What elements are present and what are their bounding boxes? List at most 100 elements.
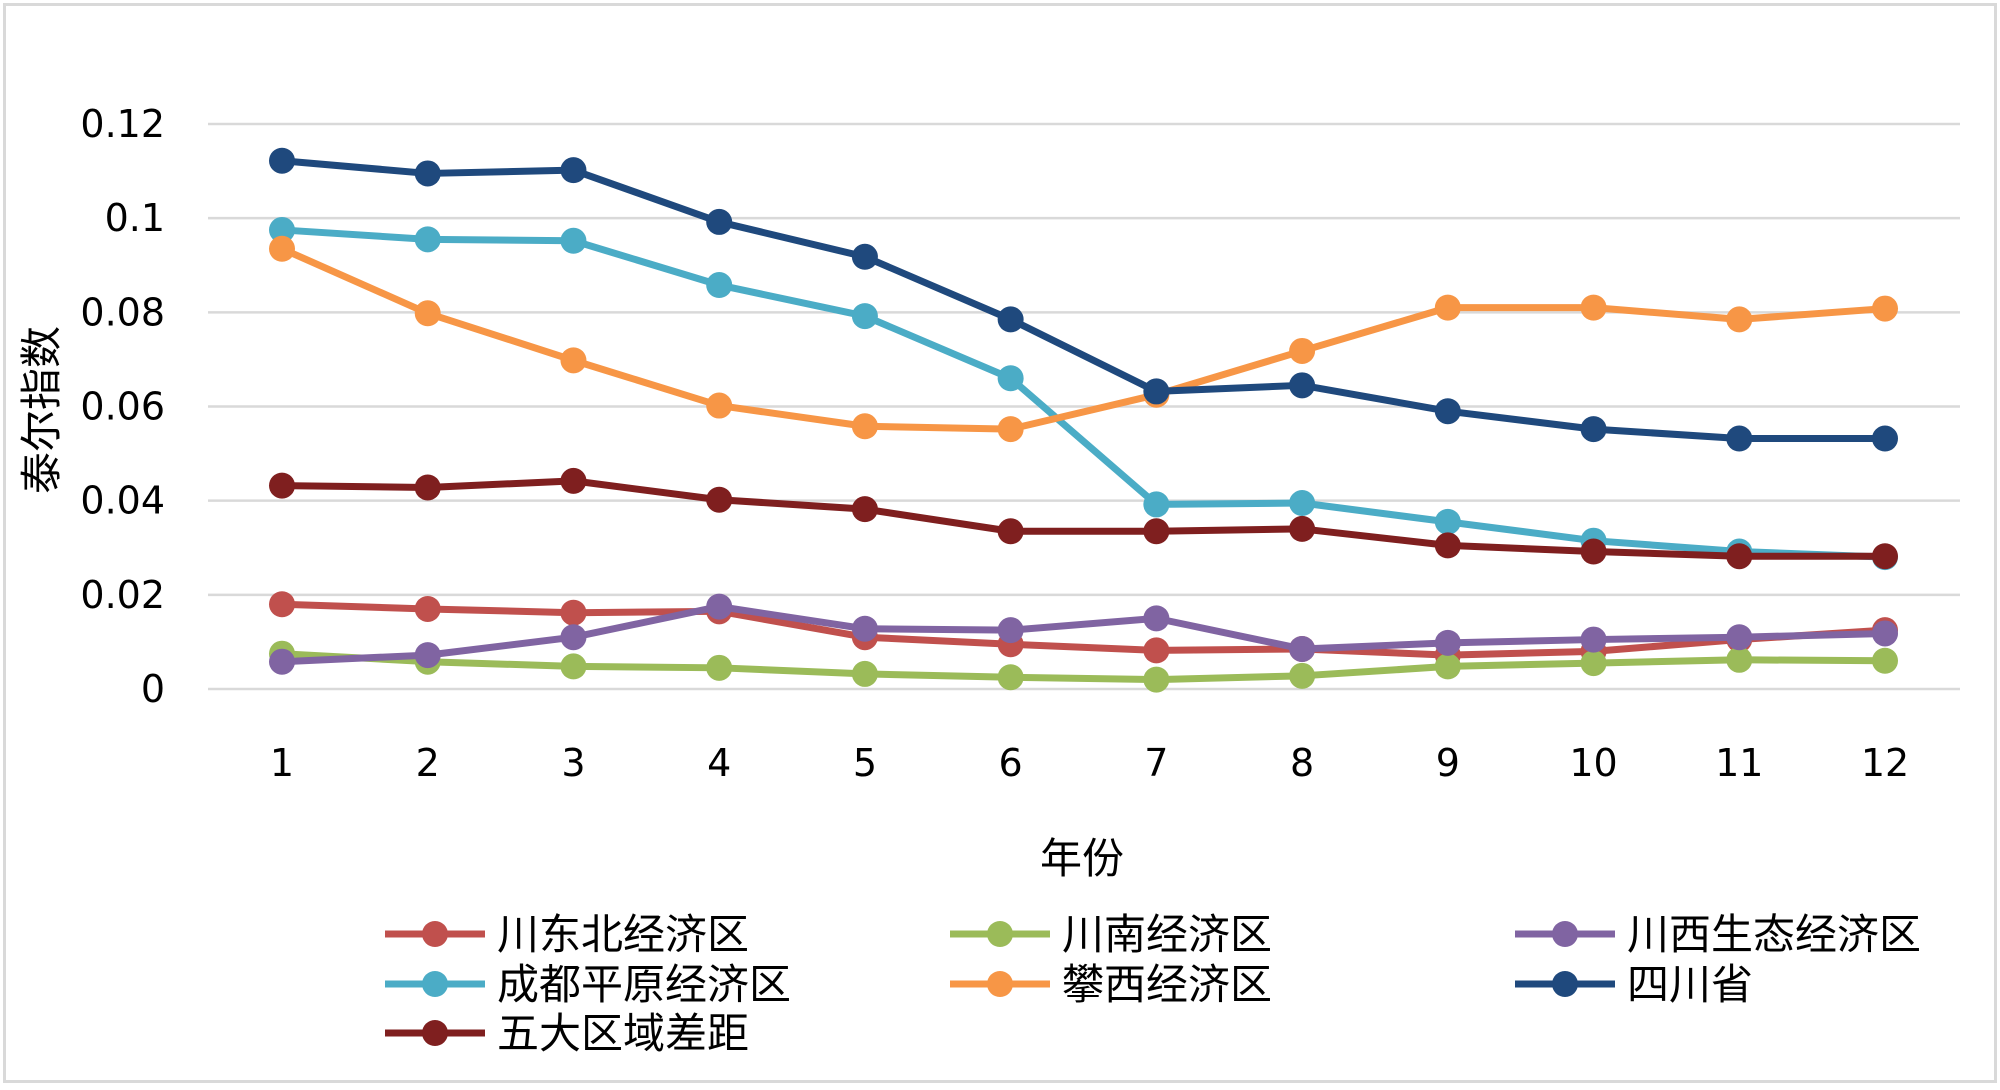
data-point: [706, 392, 733, 419]
legend-item: 成都平原经济区: [385, 960, 791, 1009]
data-point: [1434, 532, 1461, 559]
data-point: [1143, 605, 1170, 632]
x-tick-label: 8: [1290, 741, 1314, 785]
data-point: [997, 365, 1024, 392]
data-point: [1872, 647, 1898, 674]
series-group: [269, 216, 1898, 571]
data-point: [1872, 543, 1898, 570]
legend-item: 四川省: [1515, 960, 1753, 1009]
data-point: [1289, 635, 1316, 662]
x-tick-label: 9: [1436, 741, 1460, 785]
legend-item: 川西生态经济区: [1515, 910, 1921, 959]
data-point: [1580, 294, 1607, 321]
data-point: [1289, 662, 1316, 689]
legend-swatch-marker: [987, 971, 1013, 997]
data-point: [997, 416, 1024, 443]
data-point: [1872, 295, 1898, 322]
data-point: [414, 474, 441, 501]
data-point: [560, 347, 587, 374]
data-point: [997, 306, 1024, 333]
series-line: [278, 603, 1889, 666]
data-point: [851, 660, 878, 687]
data-point: [706, 654, 733, 681]
gridlines: [208, 122, 1960, 691]
data-point: [851, 615, 878, 642]
legend-item: 川南经济区: [950, 910, 1272, 959]
legend-label: 五大区域差距: [497, 1009, 749, 1058]
data-point: [706, 208, 733, 235]
series-group: [269, 591, 1898, 669]
series-group: [269, 467, 1898, 570]
legend-item: 五大区域差距: [385, 1009, 749, 1058]
series-line: [278, 157, 1889, 443]
data-point: [706, 486, 733, 513]
x-tick-label: 3: [561, 741, 585, 785]
data-point: [997, 664, 1024, 691]
legend-label: 攀西经济区: [1062, 960, 1272, 1009]
x-tick-label: 11: [1715, 741, 1763, 785]
series-group: [269, 147, 1898, 452]
x-tick-label: 1: [270, 741, 294, 785]
x-tick-label: 7: [1144, 741, 1168, 785]
y-tick-label: 0: [141, 667, 165, 711]
data-point: [851, 243, 878, 270]
data-point: [1143, 637, 1170, 664]
data-point: [706, 593, 733, 620]
data-point: [414, 642, 441, 669]
data-point: [1143, 491, 1170, 518]
x-tick-label: 4: [707, 741, 731, 785]
series-line: [278, 600, 1889, 659]
data-point: [1726, 543, 1753, 570]
y-tick-label: 0.04: [80, 479, 165, 523]
data-point: [1289, 372, 1316, 399]
data-point: [1434, 398, 1461, 425]
data-point: [997, 518, 1024, 545]
legend-label: 四川省: [1627, 960, 1753, 1009]
data-point: [1580, 626, 1607, 653]
data-point: [560, 599, 587, 626]
data-point: [269, 216, 295, 243]
data-point: [560, 653, 587, 680]
data-point: [269, 648, 295, 675]
legend-swatch-marker: [422, 921, 448, 947]
data-point: [269, 591, 295, 618]
data-point: [269, 472, 295, 499]
data-point: [997, 617, 1024, 644]
legend-swatch-marker: [1552, 971, 1578, 997]
data-point: [1726, 306, 1753, 333]
data-point: [1143, 378, 1170, 405]
legend-swatch-marker: [1552, 921, 1578, 947]
data-point: [414, 226, 441, 253]
data-point: [1289, 490, 1316, 517]
legend-item: 川东北经济区: [385, 910, 749, 959]
data-point: [1726, 646, 1753, 673]
data-point: [269, 147, 295, 174]
y-tick-label: 0.02: [80, 573, 165, 617]
data-point: [1580, 416, 1607, 443]
data-point: [1289, 515, 1316, 542]
x-tick-label: 10: [1569, 741, 1617, 785]
data-point: [1434, 294, 1461, 321]
data-point: [269, 235, 295, 262]
y-tick-label: 0.06: [80, 385, 165, 429]
data-point: [1872, 425, 1898, 452]
data-point: [414, 160, 441, 187]
data-point: [706, 272, 733, 299]
legend-label: 川南经济区: [1062, 910, 1272, 959]
legend-label: 川东北经济区: [497, 910, 749, 959]
data-point: [560, 157, 587, 184]
data-point: [851, 496, 878, 523]
data-point: [851, 413, 878, 440]
data-point: [414, 595, 441, 622]
data-point: [414, 300, 441, 327]
data-point: [1434, 653, 1461, 680]
x-tick-label: 2: [416, 741, 440, 785]
legend-swatch-marker: [422, 1020, 448, 1046]
x-tick-labels: 1 2 3 4 5 6 7 8 9 10 11 12: [270, 741, 1909, 785]
series-line: [278, 245, 1889, 433]
data-point: [1143, 518, 1170, 545]
legend-label: 成都平原经济区: [497, 960, 791, 1009]
data-point: [560, 227, 587, 254]
legend-label: 川西生态经济区: [1627, 910, 1921, 959]
series-lines: [269, 147, 1898, 693]
